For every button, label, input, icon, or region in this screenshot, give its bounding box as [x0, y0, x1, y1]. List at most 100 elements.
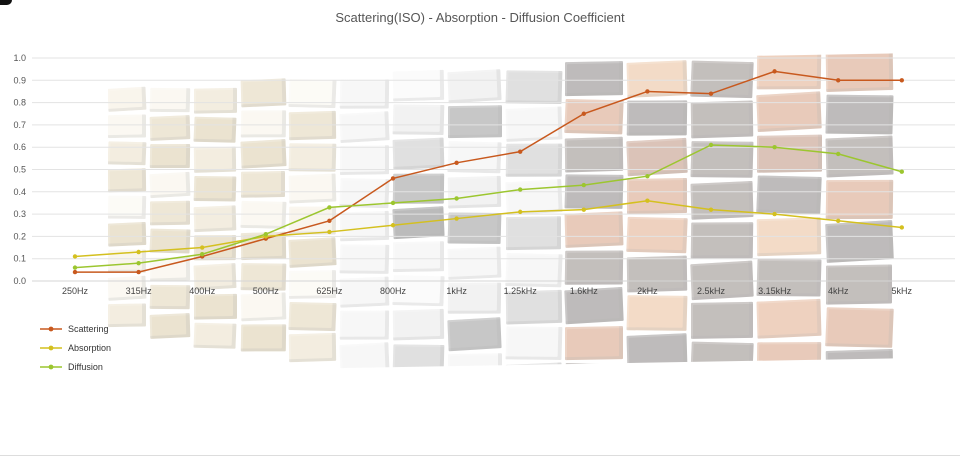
series-point-diffusion	[390, 200, 396, 206]
x-tick-label: 2.5kHz	[697, 286, 726, 296]
series-point-scattering	[836, 78, 841, 83]
series-point-absorption	[72, 254, 78, 259]
series-point-absorption	[708, 207, 714, 212]
series-point-scattering	[581, 111, 586, 116]
series-point-diffusion	[136, 260, 141, 266]
x-tick-label: 625Hz	[316, 286, 343, 296]
series-point-diffusion	[327, 205, 332, 210]
series-point-absorption	[836, 218, 841, 223]
legend-label: Diffusion	[68, 362, 103, 372]
diffuser-block	[447, 316, 503, 352]
y-tick-label: 0.7	[13, 120, 26, 130]
x-tick-label: 500Hz	[253, 286, 280, 296]
series-point-diffusion	[836, 151, 841, 157]
y-tick-label: 0.6	[13, 142, 26, 152]
diffuser-block	[392, 309, 445, 342]
chart-title: Scattering(ISO) - Absorption - Diffusion…	[335, 10, 625, 25]
legend-item-absorption[interactable]: Absorption	[40, 342, 111, 354]
series-point-diffusion	[772, 145, 777, 150]
series-point-diffusion	[581, 182, 586, 188]
series-point-absorption	[518, 209, 523, 215]
diffuser-block	[564, 363, 624, 373]
diffuser-block	[339, 342, 390, 373]
legend: Scattering Absorption Diffusion	[40, 323, 111, 380]
series-point-diffusion	[200, 252, 205, 257]
y-tick-label: 0.5	[13, 165, 26, 175]
diffuser-block	[392, 344, 445, 373]
series-point-absorption	[200, 245, 205, 250]
diffuser-block	[824, 306, 893, 348]
x-tick-label: 5kHz	[892, 286, 913, 296]
line-chart: 0.0 0.1 0.2 0.3 0.4 0.5 0.6 0.7 0.8 0.9 1.0 250Hz 31…	[13, 53, 955, 296]
series-point-scattering	[518, 149, 523, 154]
x-tick-label: 250Hz	[62, 286, 89, 296]
y-tick-label: 0.4	[13, 187, 26, 197]
diffuser-block	[565, 325, 623, 361]
series-point-diffusion	[645, 173, 650, 179]
diffuser-block	[339, 310, 390, 340]
series-point-diffusion	[708, 142, 714, 148]
y-tick-label: 0.2	[13, 231, 26, 241]
series-point-diffusion	[454, 196, 459, 201]
series-point-scattering	[645, 89, 650, 94]
series-point-scattering	[327, 218, 332, 223]
series-point-diffusion	[263, 231, 268, 237]
x-tick-label: 400Hz	[189, 286, 216, 296]
series-point-scattering	[454, 160, 459, 166]
y-tick-label: 0.9	[13, 75, 26, 85]
diffuser-block	[690, 342, 754, 373]
series-point-diffusion	[72, 265, 78, 270]
series-line-diffusion	[74, 144, 903, 269]
legend-label: Scattering	[68, 324, 109, 334]
y-tick-label: 0.3	[13, 209, 26, 219]
y-tick-label: 1.0	[13, 53, 26, 63]
diffuser-block	[756, 341, 822, 373]
diffuser-block	[149, 312, 191, 339]
legend-item-diffusion[interactable]: Diffusion	[40, 361, 111, 373]
series-line-absorption	[74, 199, 902, 258]
y-tick-label: 0.1	[13, 254, 26, 264]
x-tick-label: 1.6kHz	[570, 286, 599, 296]
series-point-scattering	[72, 269, 78, 275]
diffuser-block	[505, 326, 562, 360]
y-tick-label: 0.8	[13, 98, 26, 108]
diffuser-block	[240, 324, 286, 351]
x-tick-label: 1.25kHz	[504, 286, 538, 296]
series-point-scattering	[136, 269, 141, 275]
diffuser-block	[193, 322, 238, 350]
diffuser-block	[505, 362, 562, 373]
series-point-scattering	[772, 69, 777, 74]
series-point-scattering	[390, 176, 396, 181]
x-tick-label: 1kHz	[446, 286, 467, 296]
window-corner-artifact	[0, 0, 12, 5]
series-point-absorption	[645, 198, 650, 203]
series-point-diffusion	[899, 169, 904, 174]
x-tick-label: 2kHz	[637, 286, 658, 296]
diffuser-block	[288, 333, 337, 363]
x-tick-label: 4kHz	[828, 286, 849, 296]
legend-label: Absorption	[68, 343, 112, 353]
y-tick-label: 0.0	[13, 276, 26, 286]
diffuser-block	[448, 353, 502, 373]
legend-swatch	[40, 326, 62, 332]
x-tick-label: 800Hz	[380, 286, 407, 296]
series-point-absorption	[899, 225, 904, 230]
x-tick-label: 3.15kHz	[758, 286, 792, 296]
legend-swatch	[40, 364, 62, 370]
series-point-absorption	[772, 211, 777, 217]
diffuser-block	[626, 333, 688, 371]
legend-swatch	[40, 345, 62, 351]
series-line-scattering	[75, 70, 902, 273]
series-point-scattering	[708, 91, 714, 96]
series-point-absorption	[454, 216, 459, 221]
series-point-absorption	[327, 229, 332, 235]
legend-item-scattering[interactable]: Scattering	[40, 323, 111, 335]
diffuser-block	[825, 349, 893, 373]
series-point-absorption	[390, 223, 396, 228]
series-point-diffusion	[518, 187, 523, 192]
x-tick-label: 315Hz	[126, 286, 153, 296]
series-point-scattering	[899, 78, 904, 83]
series-point-absorption	[136, 249, 141, 255]
series-point-absorption	[581, 207, 586, 212]
